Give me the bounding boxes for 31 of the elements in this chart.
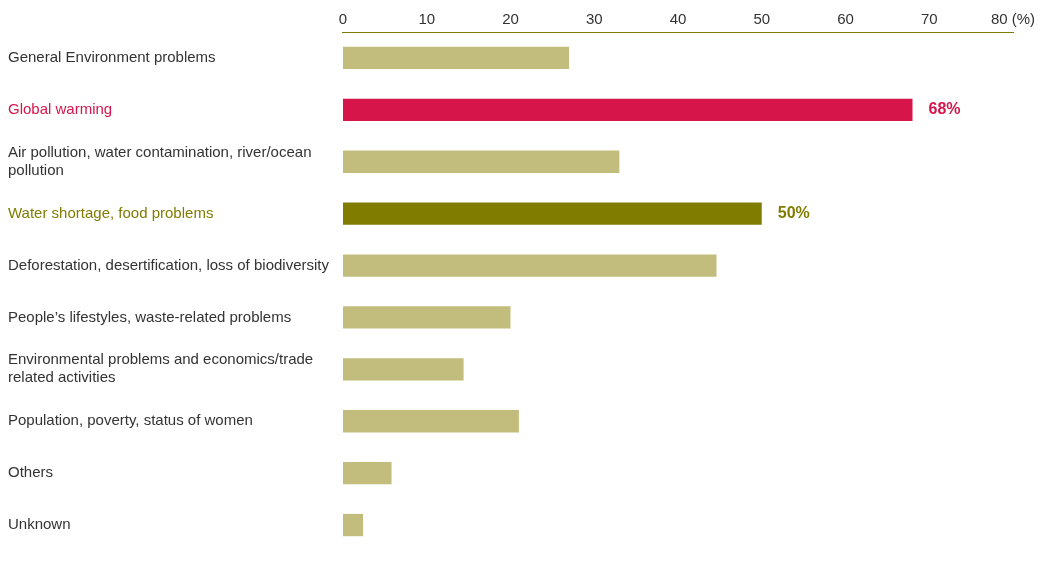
bar [342, 513, 364, 537]
data-label: 68% [928, 100, 961, 118]
bar [342, 46, 570, 70]
y-tick-label: Environmental problems and economics/trade related activities [8, 350, 314, 386]
bar [342, 358, 464, 381]
y-tick-label: General Environment problems [8, 48, 216, 66]
y-tick-label: Others [8, 463, 54, 481]
bar [342, 98, 913, 122]
x-tick-label: 30 [585, 10, 603, 28]
x-tick-label: 0 [338, 10, 348, 28]
x-tick-label: 50 [753, 10, 771, 28]
x-tick-label: 60 [837, 10, 854, 28]
y-tick-label: Global warming [8, 99, 113, 117]
y-tick-label: Air pollution, water contamination, river/ocean pollution [8, 142, 312, 178]
bar [342, 461, 392, 485]
bar [342, 410, 519, 433]
bar [342, 254, 717, 277]
x-tick-label: 70 [920, 10, 938, 28]
bar [342, 306, 511, 329]
y-tick-label: People’s lifestyles, waste-related problems [8, 307, 292, 325]
x-tick-label: 20 [502, 10, 519, 28]
x-tick-label: 80 (%) [990, 10, 1036, 28]
y-tick-label: Deforestation, desertification, loss of biodiversity [8, 255, 330, 273]
bar [342, 150, 620, 173]
bar [342, 202, 762, 225]
y-tick-label: Water shortage, food problems [8, 203, 214, 221]
y-tick-label: Population, poverty, status of women [8, 411, 253, 429]
data-label: 50% [777, 204, 810, 222]
x-tick-label: 10 [418, 10, 436, 28]
y-tick-label: Unknown [8, 515, 71, 533]
x-tick-label: 40 [669, 10, 687, 28]
